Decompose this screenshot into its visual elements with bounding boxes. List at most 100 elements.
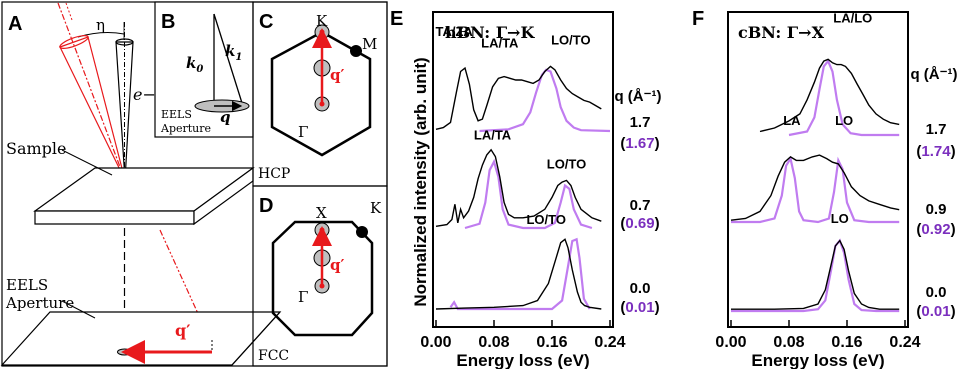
q-header: q (Å⁻¹): [910, 66, 957, 83]
panel-e: E Normalized intensity (arb. unit) hBN: …: [390, 8, 662, 369]
theory-curve: [731, 155, 900, 224]
panel-d-border: [252, 185, 388, 367]
peak-label: LO: [835, 113, 853, 128]
experiment-curve: [435, 148, 602, 227]
q-exp-value: 1.7: [630, 114, 651, 131]
panel-d-letter: D: [259, 195, 273, 217]
f-plot-area: LA/LO LA LO LO: [730, 10, 900, 313]
panel-e-ylabel: Normalized intensity (arb. unit): [411, 57, 430, 306]
panel-c-letter: C: [259, 11, 273, 33]
e-xlabel: Energy loss (eV): [456, 351, 589, 369]
peak-label: LO/TO: [547, 157, 586, 172]
hcp-k-dot: [319, 29, 325, 35]
x-tick-label: 0.00: [420, 334, 451, 351]
e-xticks: 0.00 0.08 0.16 0.24: [420, 320, 626, 351]
experiment-curve: [759, 58, 900, 133]
eta-symbol: η: [96, 16, 105, 34]
f-q-column: 1.7 (1.74) 0.9 (0.92) 0.0 (0.01) q (Å⁻¹): [910, 66, 957, 320]
x-tick-label: 0.24: [889, 334, 920, 351]
experiment-curve: [730, 154, 900, 221]
sample-leader: [61, 149, 113, 176]
hcp-m-point: [350, 45, 362, 57]
hcp-gamma-dot: [319, 101, 325, 107]
hcp-zone: [270, 30, 372, 157]
q-exp-value: 0.0: [926, 284, 947, 301]
k1-label: k1: [225, 42, 242, 63]
fcc-k-label: K: [370, 199, 382, 217]
e-ylabel: Normalized intensity (arb. unit): [411, 57, 430, 306]
hcp-gamma-label: Γ: [298, 123, 308, 141]
fcc-x-label: X: [316, 204, 327, 222]
panel-b: B k0 k1 q EELS Aperture: [154, 1, 254, 138]
k0-label: k0: [186, 54, 203, 75]
experiment-curve: [435, 65, 602, 130]
sample-label: Sample: [6, 139, 67, 158]
f-title: cBN: Γ→X: [738, 23, 825, 42]
peak-label: LA/TA: [474, 128, 512, 143]
q-exp-value: 1.7: [926, 121, 947, 138]
f-xlabel: Energy loss (eV): [751, 351, 884, 369]
b-aperture-label-2: Aperture: [160, 122, 211, 135]
aperture-label-2: Aperture: [5, 294, 74, 312]
x-tick-label: 0.08: [773, 334, 804, 351]
fcc-gamma-dot: [319, 283, 325, 289]
fcc-qprime-label: q′: [330, 256, 344, 274]
b-aperture-label-1: EELS: [161, 108, 192, 121]
panel-c: C K M Γ q′ HCP: [252, 1, 388, 187]
e-plot-area: TA/ZA LA/TA LO/TO LA/TA LO/TO LO/TO: [435, 24, 611, 311]
x-tick-label: 0.08: [478, 334, 509, 351]
q-theory-value: (1.74): [916, 143, 955, 160]
tilted-cone-top: [59, 35, 89, 49]
q-theory-value: (0.01): [916, 303, 955, 320]
experiment-curve: [435, 238, 602, 310]
e-title: hBN: Γ→K: [445, 23, 535, 42]
peak-label: LO: [831, 211, 849, 226]
panel-f-letter: F: [692, 8, 704, 30]
aperture-plate-edge: [231, 311, 281, 366]
hcp-qprime-label: q′: [330, 66, 344, 84]
theory-curve: [479, 68, 611, 133]
q-theory-value: (1.67): [620, 135, 659, 152]
q-header: q (Å⁻¹): [614, 88, 661, 105]
peak-label: LA/TA: [481, 36, 519, 51]
q-theory-value: (0.92): [916, 221, 955, 238]
fcc-gamma-label: Γ: [298, 288, 308, 306]
panel-b-letter: B: [161, 11, 175, 33]
peak-label: LA: [783, 113, 801, 128]
theory-curve: [449, 237, 591, 311]
tilted-axis-top: [65, 2, 73, 21]
x-tick-label: 0.00: [715, 334, 746, 351]
q-theory-value: (0.69): [620, 215, 659, 232]
hcp-label: HCP: [258, 166, 290, 182]
aperture-label-1: EELS: [6, 276, 48, 294]
peak-label: LA/LO: [833, 10, 872, 25]
panel-a-letter: A: [8, 13, 22, 35]
hcp-k-label: K: [316, 12, 328, 30]
beam-label: e−: [133, 85, 156, 104]
peak-label: LO/TO: [526, 212, 565, 227]
aperture-leader: [61, 300, 96, 319]
tilted-cone: [59, 36, 126, 181]
e-plot-frame: [432, 11, 614, 328]
hcp-m-label: M: [362, 35, 377, 53]
e-q-column: 1.7 (1.67) 0.7(0.69) 0.0 (0.01) q (Å⁻¹): [614, 88, 661, 316]
peak-label: TA/ZA: [435, 24, 473, 39]
panel-b-border: [154, 1, 254, 138]
fcc-label: FCC: [258, 348, 289, 364]
theory-curve: [464, 158, 593, 230]
k1-vector: [213, 13, 243, 104]
f-xticks: 0.00 0.08 0.16 0.24: [715, 320, 921, 351]
x-tick-label: 0.16: [831, 334, 862, 351]
q-exp-value: 0.9: [926, 201, 947, 218]
sample-front: [34, 210, 195, 225]
peak-label: LO/TO: [551, 32, 590, 47]
f-plot-frame: [727, 11, 909, 328]
aperture-plate: [0, 311, 282, 366]
experiment-curve: [731, 239, 900, 310]
fcc-x-dot: [319, 227, 325, 233]
panel-d: D X K Γ q′ FCC: [252, 185, 388, 367]
tilted-axis: [57, 2, 126, 181]
aperture-hole: [117, 348, 132, 356]
q-exp-value: 0.7: [630, 197, 651, 214]
